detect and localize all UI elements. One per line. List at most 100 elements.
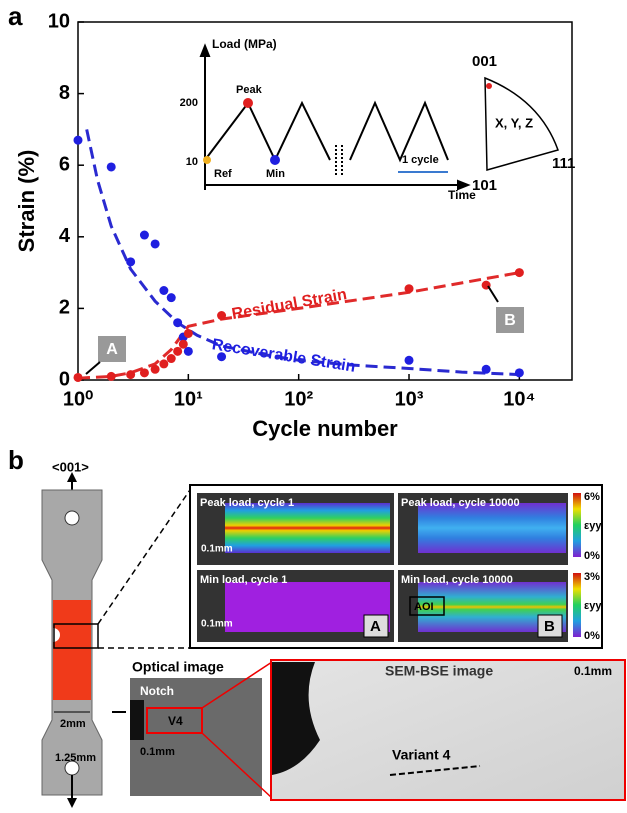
data-point	[106, 162, 116, 172]
direction-label: <001>	[52, 459, 89, 474]
data-point	[139, 230, 149, 240]
colorbar-min: 0%	[584, 550, 600, 562]
data-point	[159, 359, 169, 369]
x-tick-label: 10³	[395, 388, 424, 410]
panel-label: a	[8, 1, 23, 31]
data-point	[173, 346, 183, 356]
colorbar-label: εyy	[584, 600, 602, 612]
inset-point-label: Min	[266, 168, 285, 180]
annotation: A	[106, 341, 118, 358]
data-point	[217, 311, 227, 321]
variant-label: V4	[168, 714, 183, 728]
y-tick-label: 6	[59, 153, 70, 175]
annotation-box	[98, 336, 126, 362]
data-point	[126, 370, 136, 380]
data-point	[139, 368, 149, 378]
zoom-box	[146, 707, 203, 734]
data-point	[166, 293, 176, 303]
data-point	[126, 257, 136, 267]
zoom-line	[201, 732, 273, 799]
data-point	[150, 364, 160, 374]
x-tick-label: 10²	[284, 388, 313, 410]
ref-point	[203, 156, 211, 164]
scale-label: 0.1mm	[201, 619, 233, 630]
map-title: Min load, cycle 10000	[401, 574, 513, 586]
sem-notch	[272, 662, 320, 775]
plot-frame	[77, 21, 573, 381]
inset-level: 10	[186, 156, 198, 168]
fit-line	[85, 129, 520, 377]
variant-line	[389, 765, 481, 776]
annotation-arrow	[85, 361, 101, 375]
strain-field	[225, 503, 390, 553]
scale-label: 0.1mm	[201, 544, 233, 555]
strain-field	[225, 582, 390, 632]
colorbar-max: 3%	[584, 571, 600, 583]
load-curve	[204, 100, 331, 163]
scale-label: 0.1mm	[140, 746, 175, 758]
data-point	[178, 339, 188, 349]
aoi-label: AOI	[414, 601, 434, 613]
hole	[64, 510, 80, 526]
chart-a: 0 2 4 6 8 10 10⁰ 10¹ 10² 10³ 10⁴ Cycle number Strain…	[14, 10, 573, 441]
arrow-head	[67, 472, 77, 482]
arrow-head	[457, 179, 471, 191]
data-point	[150, 239, 160, 249]
inset-point-label: Ref	[214, 168, 232, 180]
x-axis-label: Cycle number	[252, 416, 398, 441]
data-point	[173, 318, 183, 328]
inset-point-label: Peak	[236, 84, 263, 96]
data-point	[481, 364, 491, 374]
roi-box	[53, 623, 99, 649]
load-curve	[349, 100, 449, 163]
peak-point	[243, 98, 253, 108]
colorbar-min: 0%	[584, 630, 600, 642]
data-point	[404, 284, 414, 294]
map-title: Peak load, cycle 1	[200, 497, 294, 509]
data-point	[514, 268, 524, 278]
pole-label: X, Y, Z	[495, 115, 533, 130]
sem-title: SEM-BSE image	[385, 663, 493, 679]
x-tick-label: 10¹	[174, 388, 203, 410]
data-point	[73, 372, 83, 382]
arrow-head	[67, 798, 77, 808]
scale-label: 0.1mm	[574, 664, 612, 678]
variant-label: Variant 4	[392, 747, 451, 763]
pole-corner: 001	[472, 53, 497, 70]
sem-image	[270, 659, 626, 801]
annotation-arrow	[487, 285, 499, 303]
y-tick-label: 4	[59, 225, 71, 247]
colorbar-label: εyy	[584, 520, 602, 532]
pole-corner: 111	[552, 155, 575, 172]
y-axis-label: Strain (%)	[14, 150, 39, 253]
data-point	[217, 352, 227, 362]
notch-label: Notch	[140, 684, 174, 698]
aoi-box	[409, 596, 445, 616]
pole-point	[486, 83, 492, 89]
data-point	[183, 328, 193, 338]
tag-box	[537, 614, 563, 638]
x-tick-label: 10⁰	[63, 388, 93, 410]
optical-title: Optical image	[132, 659, 224, 675]
x-tick-label: 10⁴	[503, 388, 535, 410]
inset-period: 1 cycle	[402, 154, 439, 166]
annotation: B	[504, 312, 516, 329]
inset-load	[199, 43, 471, 191]
data-point	[166, 354, 176, 364]
strain-field	[418, 503, 566, 553]
data-point	[159, 286, 169, 295]
inset-x-label: Time	[448, 188, 476, 202]
specimen-region	[53, 600, 91, 700]
inset-level: 200	[180, 97, 198, 109]
data-point	[514, 368, 524, 378]
annotation: Recoverable Strain	[211, 336, 357, 375]
y-tick-label: 8	[59, 82, 70, 104]
inset-y-label: Load (MPa)	[212, 37, 277, 51]
pole-corner: 101	[472, 177, 497, 194]
map-tag: A	[370, 618, 381, 635]
zoom-line	[97, 486, 193, 625]
y-tick-label: 2	[59, 297, 70, 319]
min-point	[270, 155, 280, 165]
annotation-box	[496, 307, 524, 333]
